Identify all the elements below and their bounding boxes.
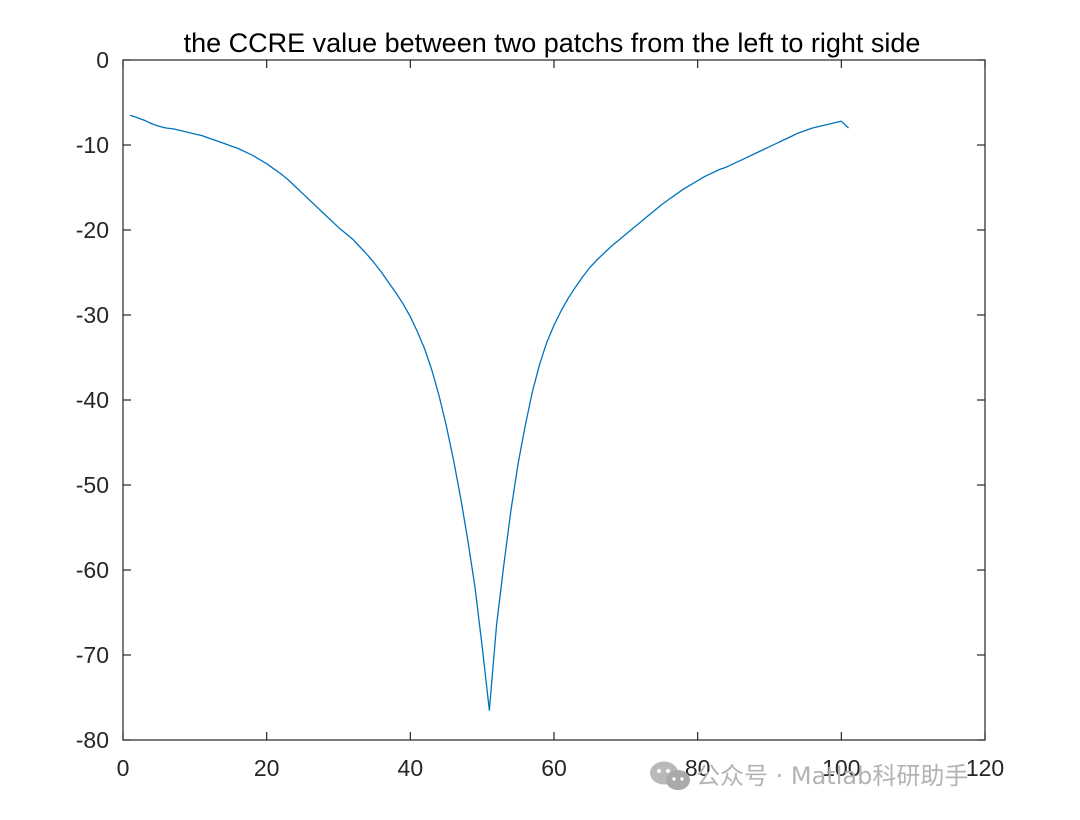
- wechat-icon: [650, 761, 690, 790]
- y-tick-label: -10: [76, 132, 109, 158]
- y-tick-label: -60: [76, 557, 109, 583]
- chart-title: the CCRE value between two patchs from t…: [184, 28, 921, 58]
- x-tick-label: 0: [117, 755, 130, 781]
- y-tick-label: 0: [96, 47, 109, 73]
- x-tick-label: 20: [254, 755, 280, 781]
- watermark: 公众号 · Matlab科研助手: [650, 761, 968, 790]
- x-tick-label: 40: [398, 755, 424, 781]
- y-tick-label: -20: [76, 217, 109, 243]
- watermark-text: 公众号 · Matlab科研助手: [696, 762, 968, 790]
- x-tick-label: 120: [966, 755, 1004, 781]
- y-tick-label: -30: [76, 302, 109, 328]
- y-tick-label: -70: [76, 642, 109, 668]
- y-tick-label: -50: [76, 472, 109, 498]
- series-line-0: [129, 114, 849, 711]
- y-tick-label: -40: [76, 387, 109, 413]
- plot-area-frame: [122, 59, 986, 741]
- series-layer: [129, 114, 849, 711]
- x-tick-label: 100: [822, 755, 860, 781]
- x-tick-label: 60: [541, 755, 567, 781]
- y-axis: 0 -10 -20 -30 -40 -50 -60 -70 -80: [76, 47, 985, 753]
- y-tick-label: -80: [76, 727, 109, 753]
